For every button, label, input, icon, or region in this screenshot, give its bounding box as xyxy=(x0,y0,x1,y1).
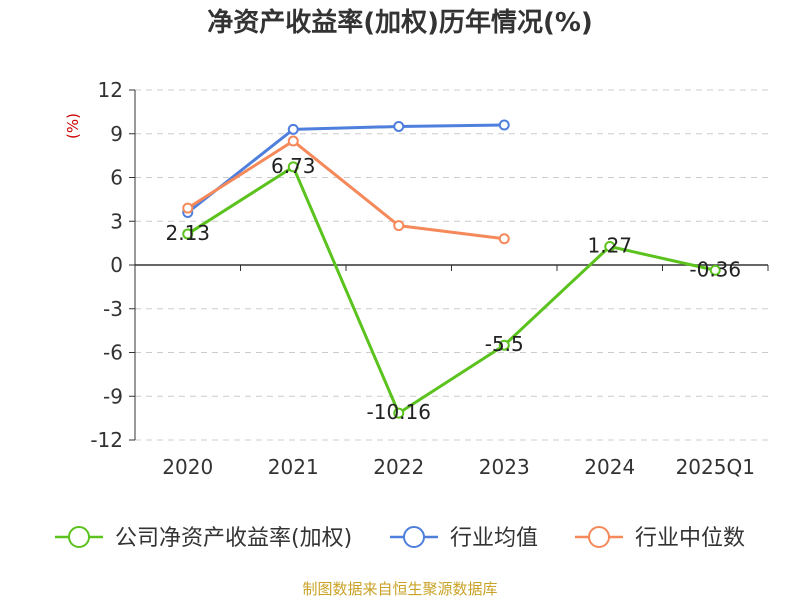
data-label: 6.73 xyxy=(271,154,316,178)
data-point xyxy=(498,119,510,131)
y-axis-unit-label: (%) xyxy=(64,113,82,139)
data-label: -0.36 xyxy=(689,257,741,281)
legend-circle-marker xyxy=(68,526,90,548)
data-point xyxy=(182,228,194,240)
source-note: 制图数据来自恒生聚源数据库 xyxy=(302,580,498,598)
y-tick-label: 0 xyxy=(110,253,123,277)
data-label: 2.13 xyxy=(165,221,210,245)
y-tick-label: 6 xyxy=(110,166,123,190)
chart-title: 净资产收益率(加权)历年情况(%) xyxy=(207,8,593,38)
series-line xyxy=(186,123,505,214)
data-label: -5.5 xyxy=(485,332,524,356)
y-tick-label: -9 xyxy=(103,384,123,408)
legend-circle-marker xyxy=(403,526,425,548)
y-tick-label: 12 xyxy=(98,78,123,102)
data-point xyxy=(498,339,510,351)
x-tick-label: 2024 xyxy=(584,455,635,479)
data-label: 1.27 xyxy=(587,233,632,257)
legend-label: 行业中位数 xyxy=(635,526,745,551)
y-tick-label: 9 xyxy=(110,122,123,146)
legend-circle-marker xyxy=(588,526,610,548)
series-line xyxy=(186,165,716,415)
series-line xyxy=(186,139,505,241)
x-tick-label: 2020 xyxy=(162,455,213,479)
data-point xyxy=(287,135,299,147)
data-point xyxy=(604,240,616,252)
data-point xyxy=(287,161,299,173)
x-tick-label: 2021 xyxy=(268,455,319,479)
data-label: -10.16 xyxy=(367,400,431,424)
data-point xyxy=(287,123,299,135)
legend-label: 公司净资产收益率(加权) xyxy=(115,526,352,551)
data-point xyxy=(393,407,405,419)
y-tick-label: -6 xyxy=(103,341,123,365)
data-point xyxy=(709,264,721,276)
x-tick-label: 2022 xyxy=(373,455,424,479)
data-point xyxy=(393,120,405,132)
data-point xyxy=(393,220,405,232)
y-tick-label: 3 xyxy=(110,209,123,233)
x-tick-label: 2025Q1 xyxy=(676,455,755,479)
y-tick-label: -12 xyxy=(90,428,123,452)
data-point xyxy=(182,202,194,214)
y-tick-label: -3 xyxy=(103,297,123,321)
data-point xyxy=(498,233,510,245)
legend-label: 行业均值 xyxy=(450,526,538,551)
x-tick-label: 2023 xyxy=(479,455,530,479)
